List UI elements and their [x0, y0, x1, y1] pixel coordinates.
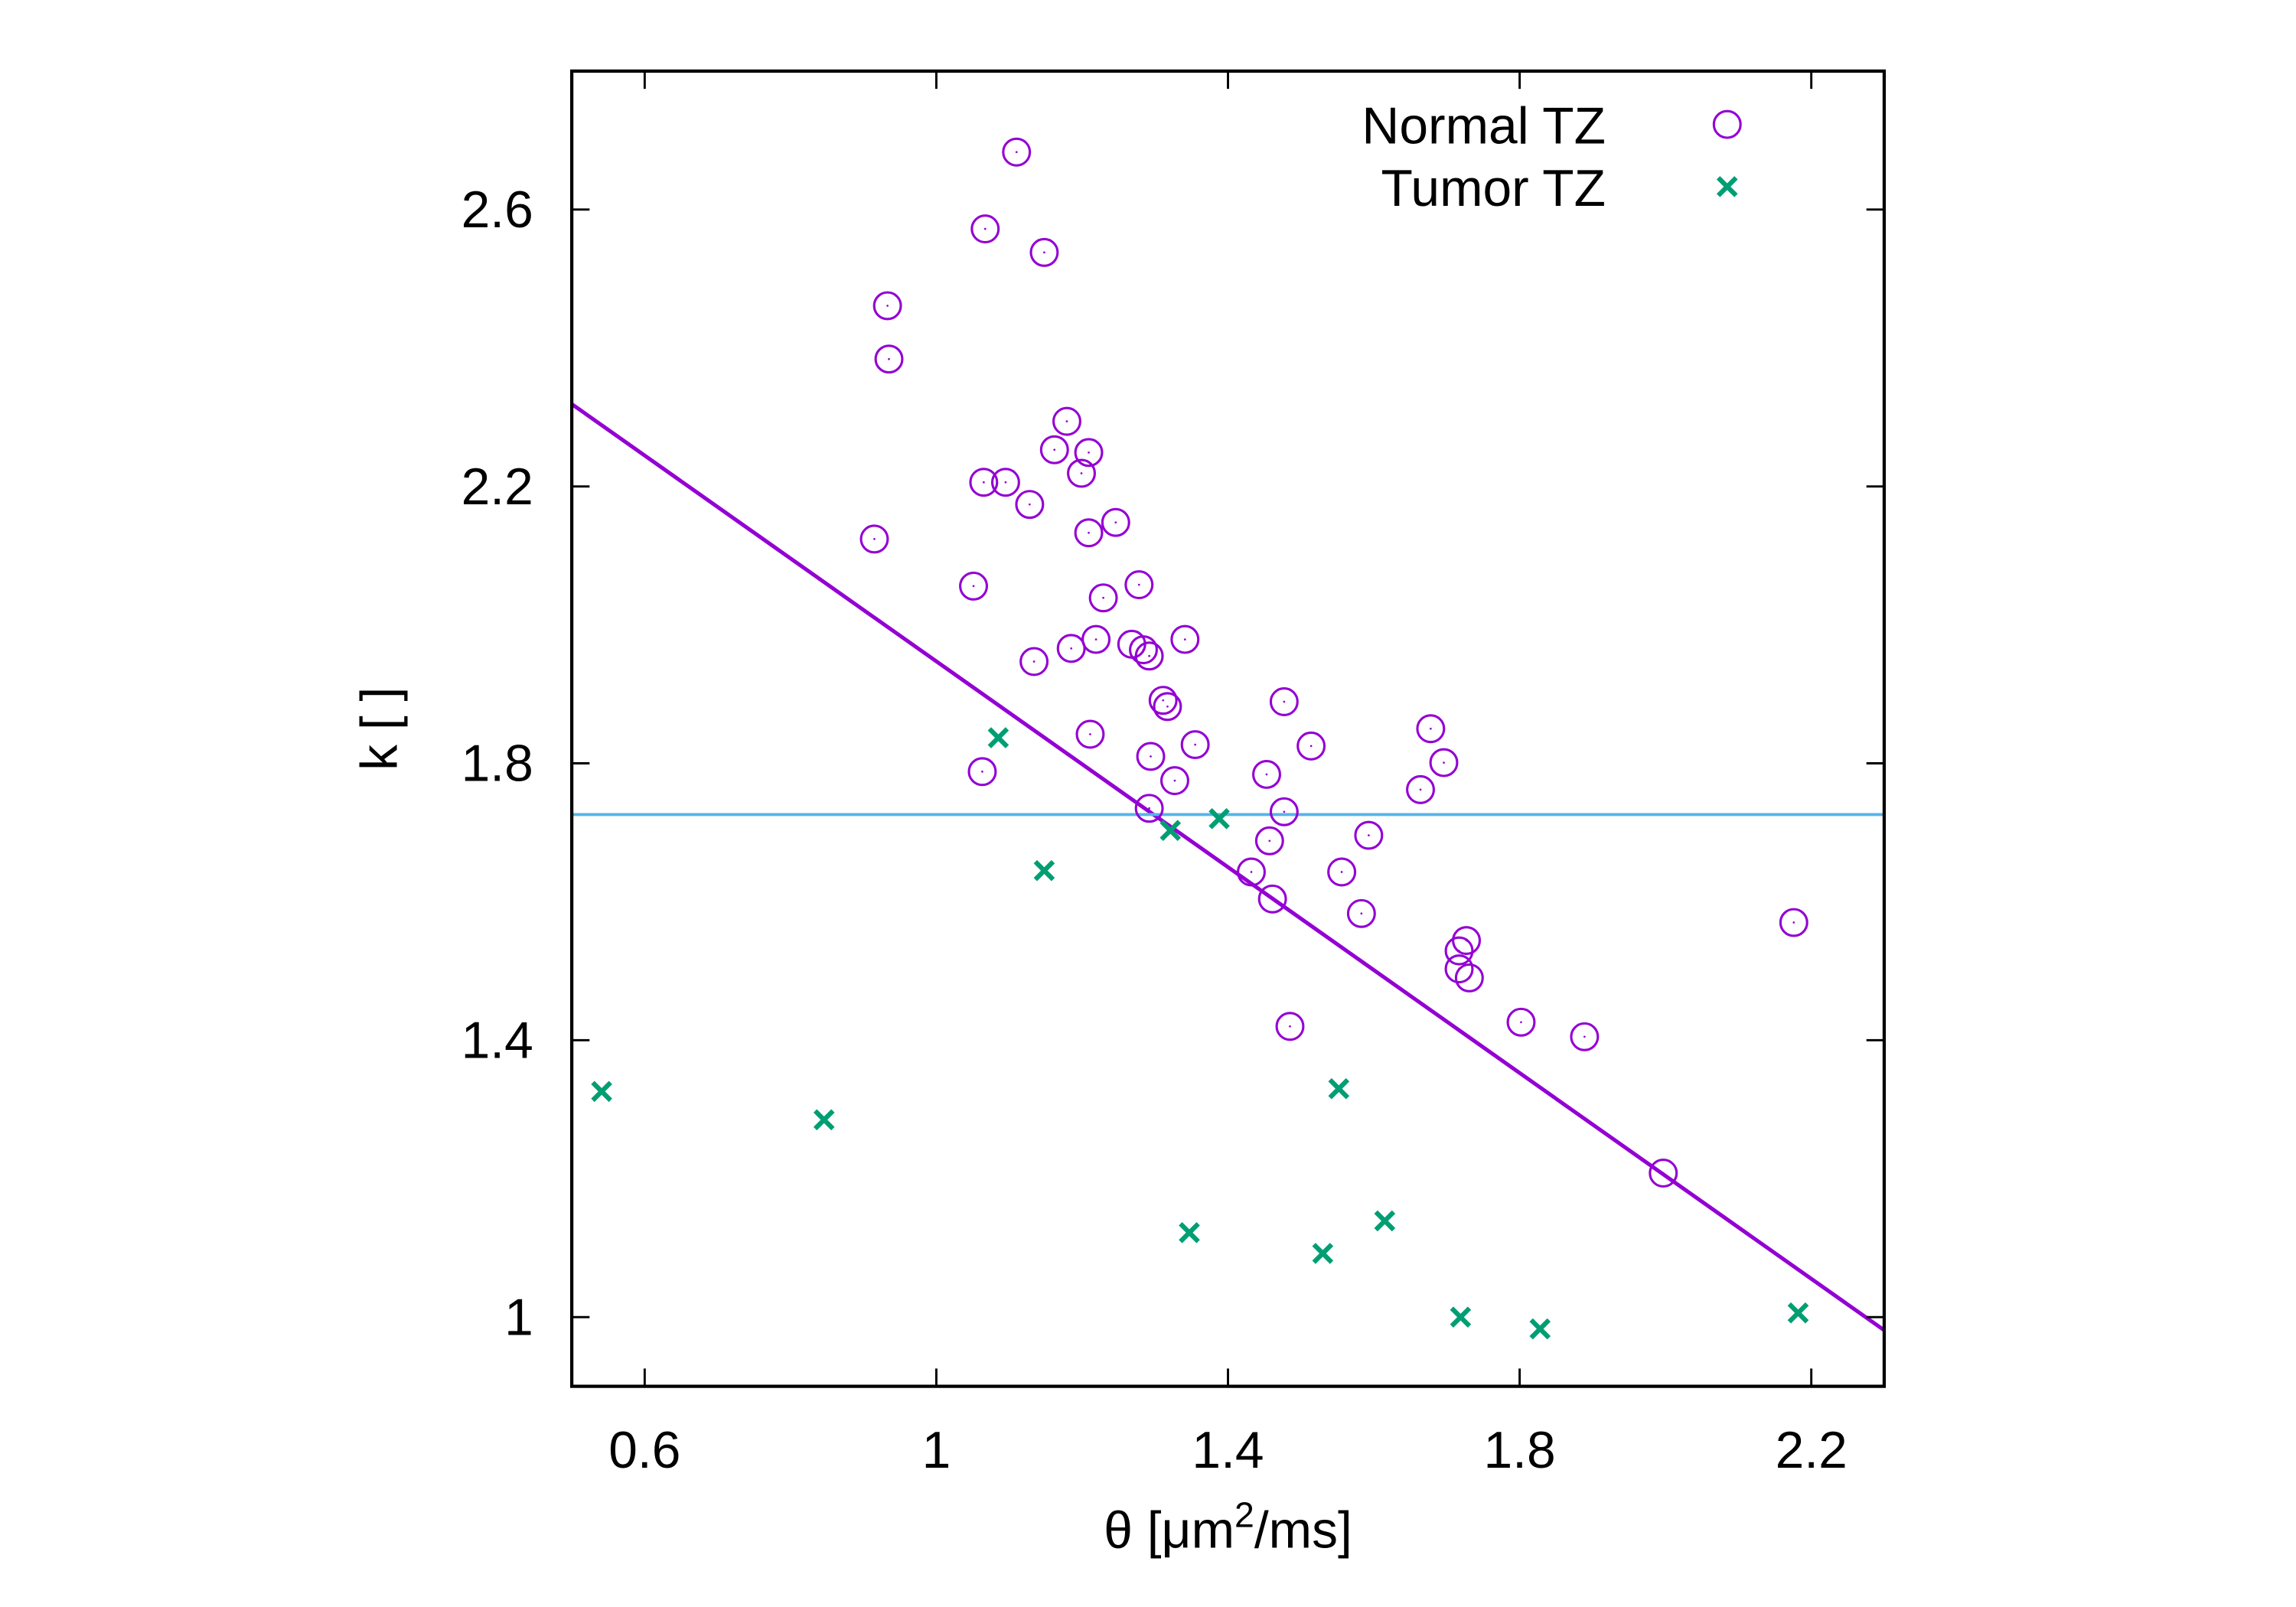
- axis-ticks: 0.6 1 1.4 1.8 2.2 1 1.4 1.8 2.2 2.6: [461, 70, 1884, 1479]
- normal-tz-point: [1052, 406, 1081, 436]
- normal-tz-point: [1252, 759, 1281, 789]
- normal-tz-point: [1067, 458, 1096, 488]
- legend-x-icon: [1716, 176, 1738, 197]
- normal-tz-point: [1275, 1012, 1305, 1041]
- normal-tz-point: [1015, 490, 1045, 520]
- normal-tz-point: [1257, 884, 1287, 914]
- normal-tz-point: [1002, 137, 1032, 167]
- normal-tz-point: [872, 291, 902, 321]
- normal-tz-point: [1029, 237, 1059, 267]
- normal-tz-point: [1134, 794, 1164, 823]
- normal-tz-point: [1170, 624, 1200, 654]
- tumor-tz-point: [1312, 1243, 1334, 1264]
- y-tick-label: 1.8: [461, 735, 533, 793]
- x-tick-label: 2.2: [1776, 1422, 1848, 1479]
- normal-tz-point: [959, 571, 988, 601]
- normal-tz-point: [1056, 634, 1086, 663]
- legend: Normal TZ Tumor TZ: [1362, 98, 1742, 217]
- normal-tz-point: [1779, 908, 1808, 937]
- tumor-tz-point: [1328, 1077, 1350, 1100]
- x-tick-label: 0.6: [608, 1422, 680, 1479]
- normal-tz-point: [1429, 748, 1459, 777]
- legend-label-normal: Normal TZ: [1362, 98, 1606, 155]
- plot-marks: [570, 137, 1886, 1340]
- y-tick-label: 2.6: [461, 181, 533, 239]
- normal-tz-point: [1649, 1159, 1678, 1188]
- normal-tz-point: [1124, 570, 1154, 600]
- tumor-tz-point: [1208, 808, 1230, 830]
- normal-tz-point: [1088, 583, 1118, 613]
- normal-tz-point: [1074, 438, 1104, 468]
- y-tick-label: 1: [504, 1289, 533, 1346]
- normal-tz-point: [1160, 766, 1189, 796]
- y-tick-label: 2.2: [461, 458, 533, 516]
- normal-tz-point: [874, 344, 904, 374]
- tumor-tz-point: [1159, 820, 1182, 842]
- tumor-tz-point: [1179, 1221, 1200, 1244]
- tumor-tz-point: [1787, 1302, 1809, 1324]
- normal-tz-point: [1081, 624, 1111, 654]
- tumor-tz-point: [1374, 1210, 1396, 1232]
- normal-tz-point: [1136, 742, 1166, 771]
- normal-tz-point: [1129, 635, 1158, 665]
- normal-tz-point: [990, 468, 1020, 497]
- normal-tz-point: [967, 757, 997, 787]
- normal-tz-point: [970, 214, 1000, 244]
- normal-tz-point: [1148, 686, 1178, 715]
- normal-tz-point: [1444, 936, 1474, 966]
- normal-tz-point: [969, 468, 999, 497]
- legend-marker-tumor: [1716, 176, 1738, 197]
- legend-label-tumor: Tumor TZ: [1381, 160, 1606, 217]
- y-axis-label: k [ ]: [351, 687, 409, 771]
- x-tick-label: 1.8: [1484, 1422, 1556, 1479]
- tumor-tz-point: [591, 1081, 612, 1103]
- y-tick-label: 1.4: [461, 1012, 533, 1070]
- normal-tz-point: [1019, 647, 1049, 676]
- normal-tz-point: [1346, 898, 1376, 928]
- normal-tz-point: [1074, 518, 1104, 548]
- normal-tz-point: [1180, 730, 1210, 760]
- normal-tz-point: [1134, 641, 1164, 671]
- normal-tz-point: [1327, 857, 1357, 887]
- normal-tz-point: [1506, 1007, 1536, 1037]
- x-tick-label: 1: [922, 1422, 951, 1479]
- normal-tz-point: [1269, 687, 1299, 716]
- normal-tz-point: [1269, 797, 1299, 826]
- tumor-tz-point: [1529, 1318, 1551, 1340]
- tumor-tz-point: [1450, 1306, 1472, 1328]
- legend-marker-normal: [1712, 109, 1742, 139]
- normal-tz-point: [1254, 826, 1284, 856]
- tumor-tz-point: [813, 1109, 835, 1131]
- x-axis-label: θ [μm2/ms]: [1104, 1495, 1352, 1559]
- normal-tz-point: [1101, 507, 1130, 537]
- tumor-tz-point: [1033, 859, 1055, 882]
- normal-tz-point: [1406, 774, 1435, 804]
- x-tick-label: 1.4: [1192, 1422, 1264, 1479]
- normal-tz-point: [1454, 963, 1484, 993]
- normal-tz-point: [1153, 692, 1182, 722]
- tumor-tz-point: [987, 727, 1009, 748]
- normal-tz-point: [1296, 731, 1326, 761]
- normal-tz-point: [1354, 820, 1384, 850]
- normal-tz-point: [1075, 719, 1105, 749]
- regression-line: [570, 402, 1886, 1332]
- normal-tz-point: [1237, 857, 1266, 887]
- normal-tz-point: [859, 524, 889, 554]
- normal-tz-point: [1570, 1022, 1600, 1051]
- normal-tz-point: [1416, 714, 1446, 744]
- normal-tz-point: [1039, 435, 1069, 464]
